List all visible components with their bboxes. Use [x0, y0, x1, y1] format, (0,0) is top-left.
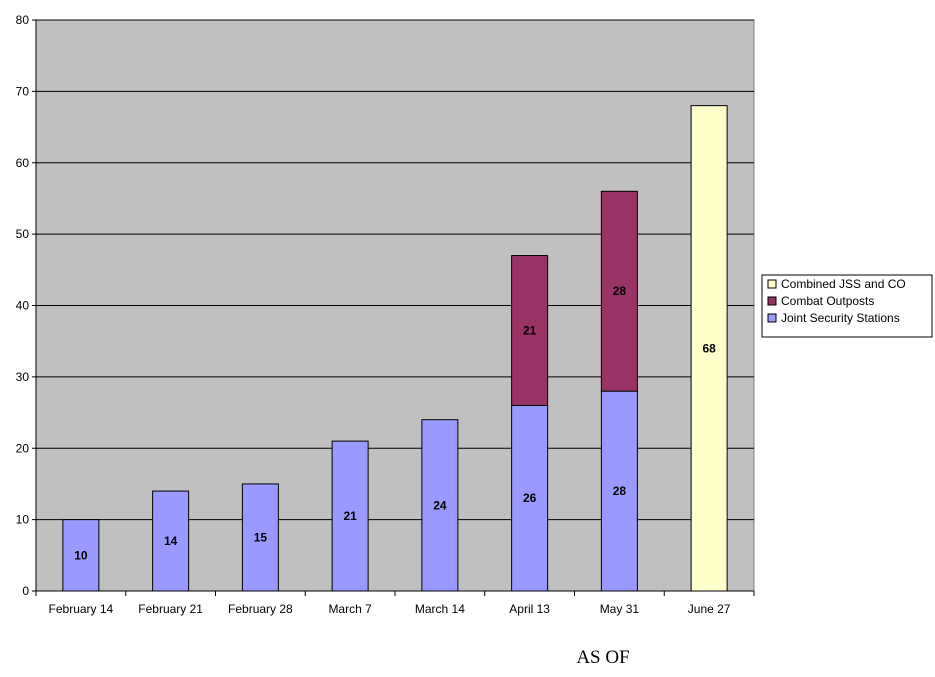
bar-segment: [331, 440, 369, 592]
bar-segment: [690, 105, 728, 592]
x-tick-label: March 7: [328, 602, 372, 616]
legend-label: Joint Security Stations: [781, 311, 900, 325]
x-tick-label: February 21: [138, 602, 203, 616]
data-label: 28: [613, 484, 627, 498]
y-tick-label: 50: [16, 227, 30, 241]
x-tick-label: May 31: [600, 602, 640, 616]
data-label: 14: [164, 534, 178, 548]
y-tick-label: 10: [16, 513, 30, 527]
bar-segment: [152, 490, 190, 592]
legend: Combined JSS and CO Combat Outposts Joint …: [761, 274, 933, 338]
y-tick-label: 0: [22, 584, 29, 598]
bar-segment: [241, 483, 279, 592]
y-axis: 0 10 20 30 40 50 60 70 80: [16, 13, 37, 598]
bar-segment: [421, 419, 459, 592]
x-axis: February 14 February 21 February 28 March 7…: [35, 590, 755, 616]
legend-swatch: [767, 279, 777, 289]
legend-label: Combined JSS and CO: [781, 277, 906, 291]
data-label: 10: [74, 548, 88, 562]
x-tick-label: February 14: [49, 602, 114, 616]
bars: [62, 105, 728, 592]
x-tick-label: June 27: [688, 602, 731, 616]
y-tick-label: 40: [16, 299, 30, 313]
legend-swatch: [767, 296, 777, 306]
bar-segment: [600, 190, 638, 392]
data-label: 26: [523, 491, 537, 505]
legend-box: [761, 274, 933, 338]
legend-swatch: [767, 313, 777, 323]
data-label: 21: [523, 323, 537, 337]
bar-segment: [600, 390, 638, 592]
y-tick-label: 60: [16, 156, 30, 170]
y-tick-label: 20: [16, 441, 30, 455]
data-label: 28: [613, 284, 627, 298]
data-label: 21: [343, 509, 357, 523]
data-label: 68: [702, 341, 716, 355]
bar-segment: [511, 404, 549, 592]
data-label: 15: [254, 530, 268, 544]
bar-segment: [511, 255, 549, 406]
bar-segment: [62, 519, 100, 592]
data-labels: 10 14 15 21 24 26 21 28 28 68: [74, 284, 716, 562]
x-axis-title: AS OF: [576, 647, 629, 668]
y-tick-label: 30: [16, 370, 30, 384]
y-tick-label: 80: [16, 13, 30, 27]
data-label: 24: [433, 498, 447, 512]
x-tick-label: March 14: [415, 602, 465, 616]
x-tick-label: April 13: [509, 602, 550, 616]
x-tick-label: February 28: [228, 602, 293, 616]
y-tick-label: 70: [16, 84, 30, 98]
legend-label: Combat Outposts: [781, 294, 874, 308]
